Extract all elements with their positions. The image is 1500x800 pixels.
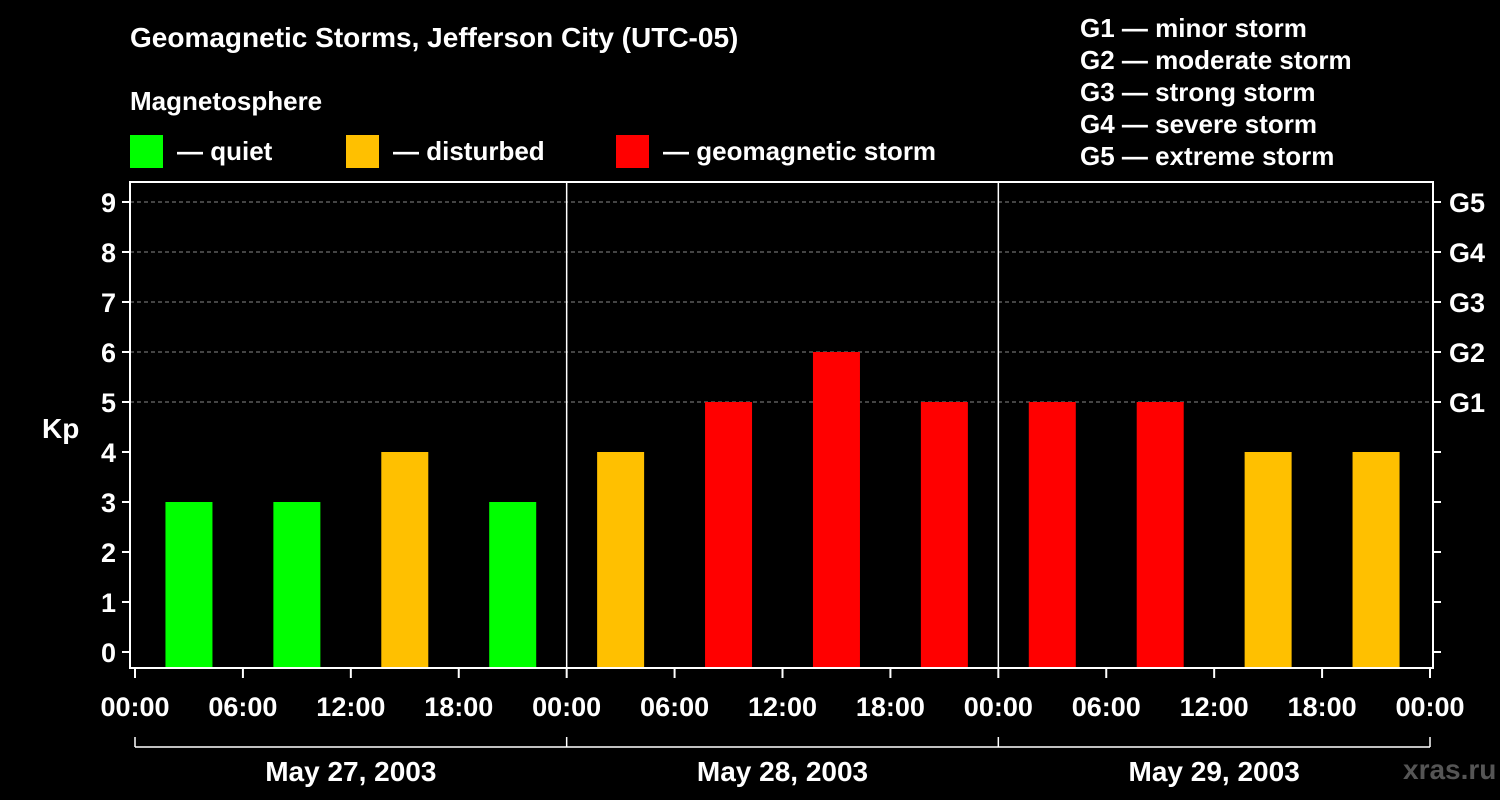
quiet-swatch [130,134,163,168]
watermark: xras.ru [1403,754,1497,785]
storm-scale-legend: G1 — minor storm G2 — moderate storm G3 … [1080,12,1352,172]
storm-level-label-g2: G2 [1449,338,1485,368]
disturbed-swatch [346,134,379,168]
bar-kp-10 [1136,402,1184,668]
y-tick-label-4: 4 [101,438,116,468]
bar-kp-12 [1352,452,1400,668]
x-tick-label-6: 12:00 [748,692,817,722]
chart-title: Geomagnetic Storms, Jefferson City (UTC-… [130,22,739,53]
x-tick-label-11: 18:00 [1288,692,1357,722]
x-tick-label-0: 00:00 [100,692,169,722]
storm-scale-g3: G3 — strong storm [1080,77,1316,107]
x-tick-label-4: 00:00 [532,692,601,722]
bar-kp-4 [489,502,537,668]
y-tick-label-2: 2 [101,538,116,568]
storm-scale-g5: G5 — extreme storm [1080,141,1335,171]
magnetosphere-title: Magnetosphere [130,86,323,116]
x-tick-label-9: 06:00 [1072,692,1141,722]
x-tick-label-7: 18:00 [856,692,925,722]
day-label-2: May 29, 2003 [1129,756,1300,787]
x-tick-label-1: 06:00 [208,692,277,722]
bar-kp-6 [705,402,753,668]
storm-scale-g2: G2 — moderate storm [1080,45,1352,75]
plot-frame [129,181,1434,669]
x-tick-label-8: 00:00 [964,692,1033,722]
day-label-0: May 27, 2003 [265,756,436,787]
y-tick-label-6: 6 [101,338,116,368]
y-tick-label-0: 0 [101,638,116,668]
bar-kp-8 [920,402,968,668]
x-tick-label-10: 12:00 [1180,692,1249,722]
x-tick-label-2: 12:00 [316,692,385,722]
y-tick-label-3: 3 [101,488,116,518]
y-tick-label-9: 9 [101,188,116,218]
legend-label-storm: — geomagnetic storm [663,135,937,166]
legend-item-quiet: — quiet [130,134,272,168]
bar-kp-2 [273,502,321,668]
storm-level-label-g5: G5 [1449,188,1485,218]
y-tick-label-1: 1 [101,588,116,618]
storm-level-label-g3: G3 [1449,288,1485,318]
legend-item-disturbed: — disturbed [346,134,545,168]
day-label-1: May 28, 2003 [697,756,868,787]
bar-kp-7 [812,352,860,668]
storm-scale-g4: G4 — severe storm [1080,109,1318,139]
y-axis-label: Kp [42,413,79,444]
storm-swatch [616,134,649,168]
x-tick-label-5: 06:00 [640,692,709,722]
bar-kp-5 [597,452,645,668]
storm-scale-g1: G1 — minor storm [1080,13,1307,43]
legend-item-storm: — geomagnetic storm [616,134,936,168]
legend-label-quiet: — quiet [177,135,273,166]
legend-label-disturbed: — disturbed [393,135,545,166]
bar-kp-9 [1028,402,1076,668]
bar-kp-3 [381,452,429,668]
y-tick-label-5: 5 [101,388,116,418]
storm-level-label-g4: G4 [1449,238,1485,268]
storm-level-label-g1: G1 [1449,388,1485,418]
bar-kp-11 [1244,452,1292,668]
x-tick-label-12: 00:00 [1395,692,1464,722]
y-tick-label-7: 7 [101,288,116,318]
x-tick-label-3: 18:00 [424,692,493,722]
bar-kp-1 [165,502,213,668]
y-tick-label-8: 8 [101,238,116,268]
